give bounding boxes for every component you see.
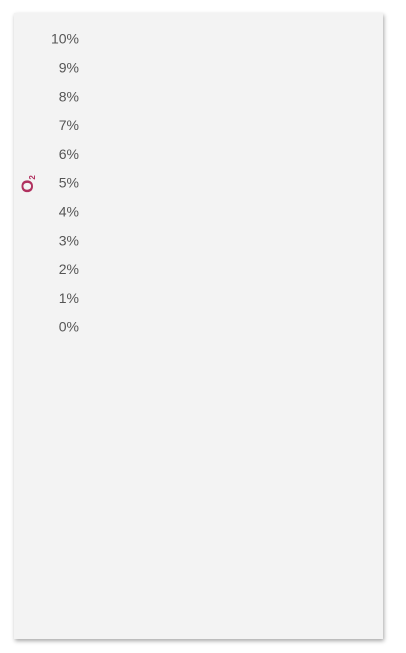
y-tick-label: 8% <box>59 88 79 104</box>
y-tick-label: 9% <box>59 60 79 76</box>
y-tick-labels: 10% 9% 8% 7% 6% 5% 4% 3% 2% 1% 0% <box>51 31 79 335</box>
y-tick-label: 3% <box>59 232 79 248</box>
y-tick-label: 4% <box>59 204 79 220</box>
y-tick-label: 7% <box>59 117 79 133</box>
y-tick-label: 2% <box>59 261 79 277</box>
y-tick-label: 0% <box>59 319 79 335</box>
chart-card <box>14 13 383 639</box>
y-tick-label: 6% <box>59 146 79 162</box>
y-tick-label: 10% <box>51 31 79 47</box>
y-tick-label: 1% <box>59 290 79 306</box>
y-tick-label: 5% <box>59 175 79 191</box>
